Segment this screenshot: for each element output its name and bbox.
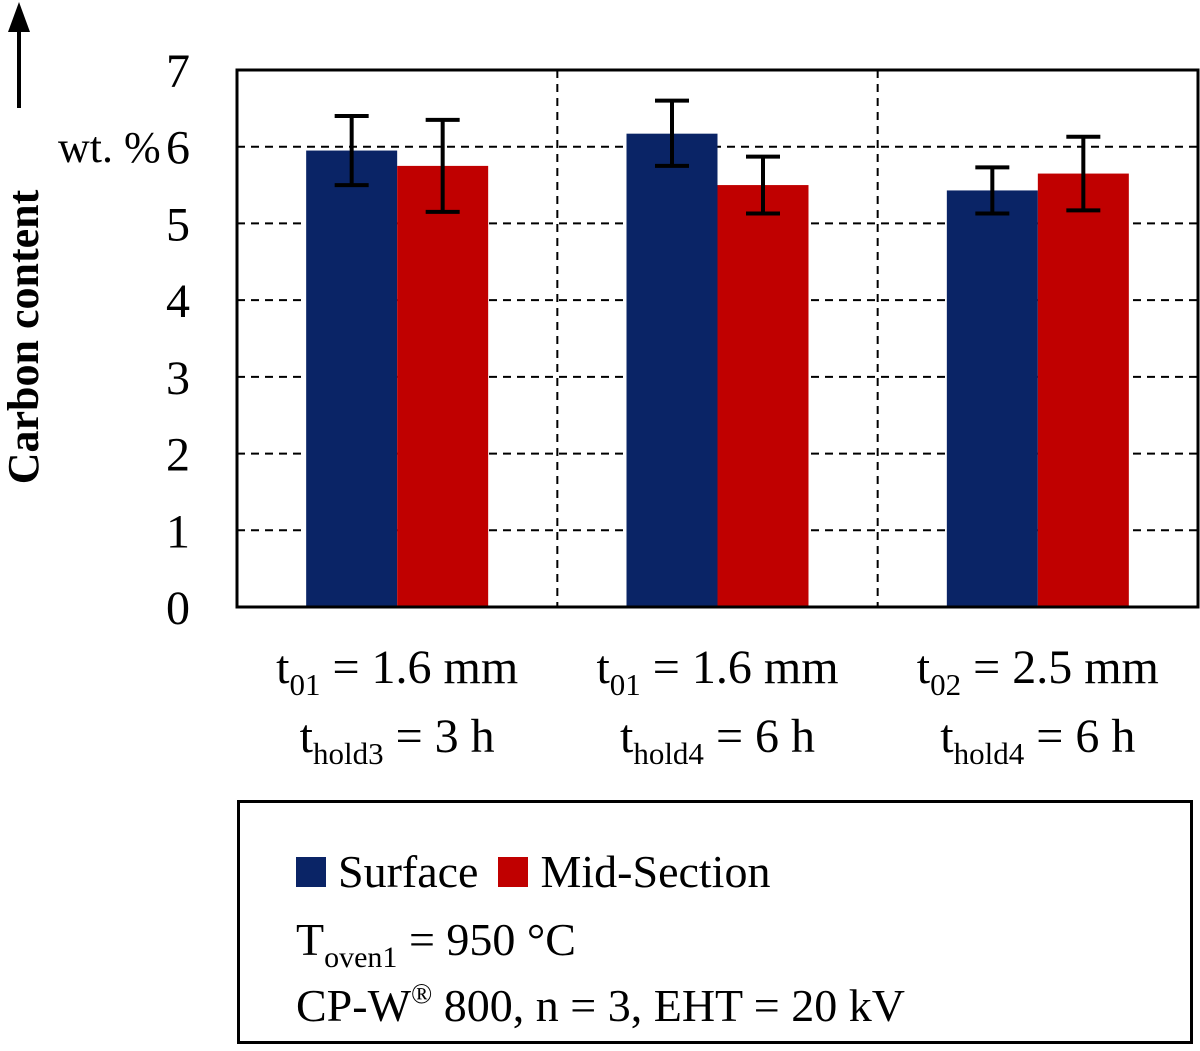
legend-series-row: Surface Mid-Section [296,849,790,895]
legend-item-surface: Surface [296,849,478,895]
error-bar [425,117,460,214]
y-tick-label: 2 [166,429,190,482]
error-bar [746,154,780,216]
y-tick-label: 7 [166,45,190,98]
bar-surface [626,133,718,607]
y-tick-label: 0 [166,582,190,635]
legend-swatch-midsection [498,857,529,887]
x-category-label: thold3 = 3 h [300,710,495,771]
error-bar [655,98,689,168]
legend-swatch-surface [296,857,326,887]
y-tick-label: 5 [166,198,190,251]
error-bar [975,165,1010,216]
error-bars [334,98,1101,216]
y-tick-labels: 0 1 2 3 4 5 6 7 [166,45,190,635]
x-category-label: thold4 = 6 h [940,710,1135,771]
bar-surface [946,190,1038,608]
bars [306,133,1129,608]
legend-box: Surface Mid-Section Toven1 = 950 °C CP-W®… [237,800,1193,1044]
legend-item-midsection: Mid-Section [498,849,770,895]
legend-label-midsection: Mid-Section [540,846,771,897]
y-tick-label: 3 [166,352,190,405]
y-axis-arrow [8,2,30,108]
plot-frame [235,68,1200,609]
bar-mid-section [397,165,489,607]
bar-surface [306,150,398,608]
y-tick-label: 1 [166,505,190,558]
bar-mid-section [1037,173,1129,608]
error-bar [334,114,369,188]
y-axis-unit: wt. % [58,123,161,172]
x-category-labels: t01 = 1.6 mm thold3 = 3 h t01 = 1.6 mm thol… [276,641,1159,771]
y-tick-label: 4 [166,275,190,328]
legend-label-surface: Surface [338,846,479,897]
x-category-label: t01 = 1.6 mm [276,641,518,702]
bar-mid-section [717,185,809,608]
x-category-label: t02 = 2.5 mm [917,641,1159,702]
error-bar [1066,134,1101,213]
x-category-label: thold4 = 6 h [620,710,815,771]
y-tick-label: 6 [166,122,190,175]
legend-oven-temperature: Toven1 = 950 °C [296,914,576,974]
legend-conditions: CP-W® 800, n = 3, EHT = 20 kV [296,979,905,1031]
x-category-label: t01 = 1.6 mm [596,641,838,702]
y-axis-label: Carbon content [0,189,48,484]
